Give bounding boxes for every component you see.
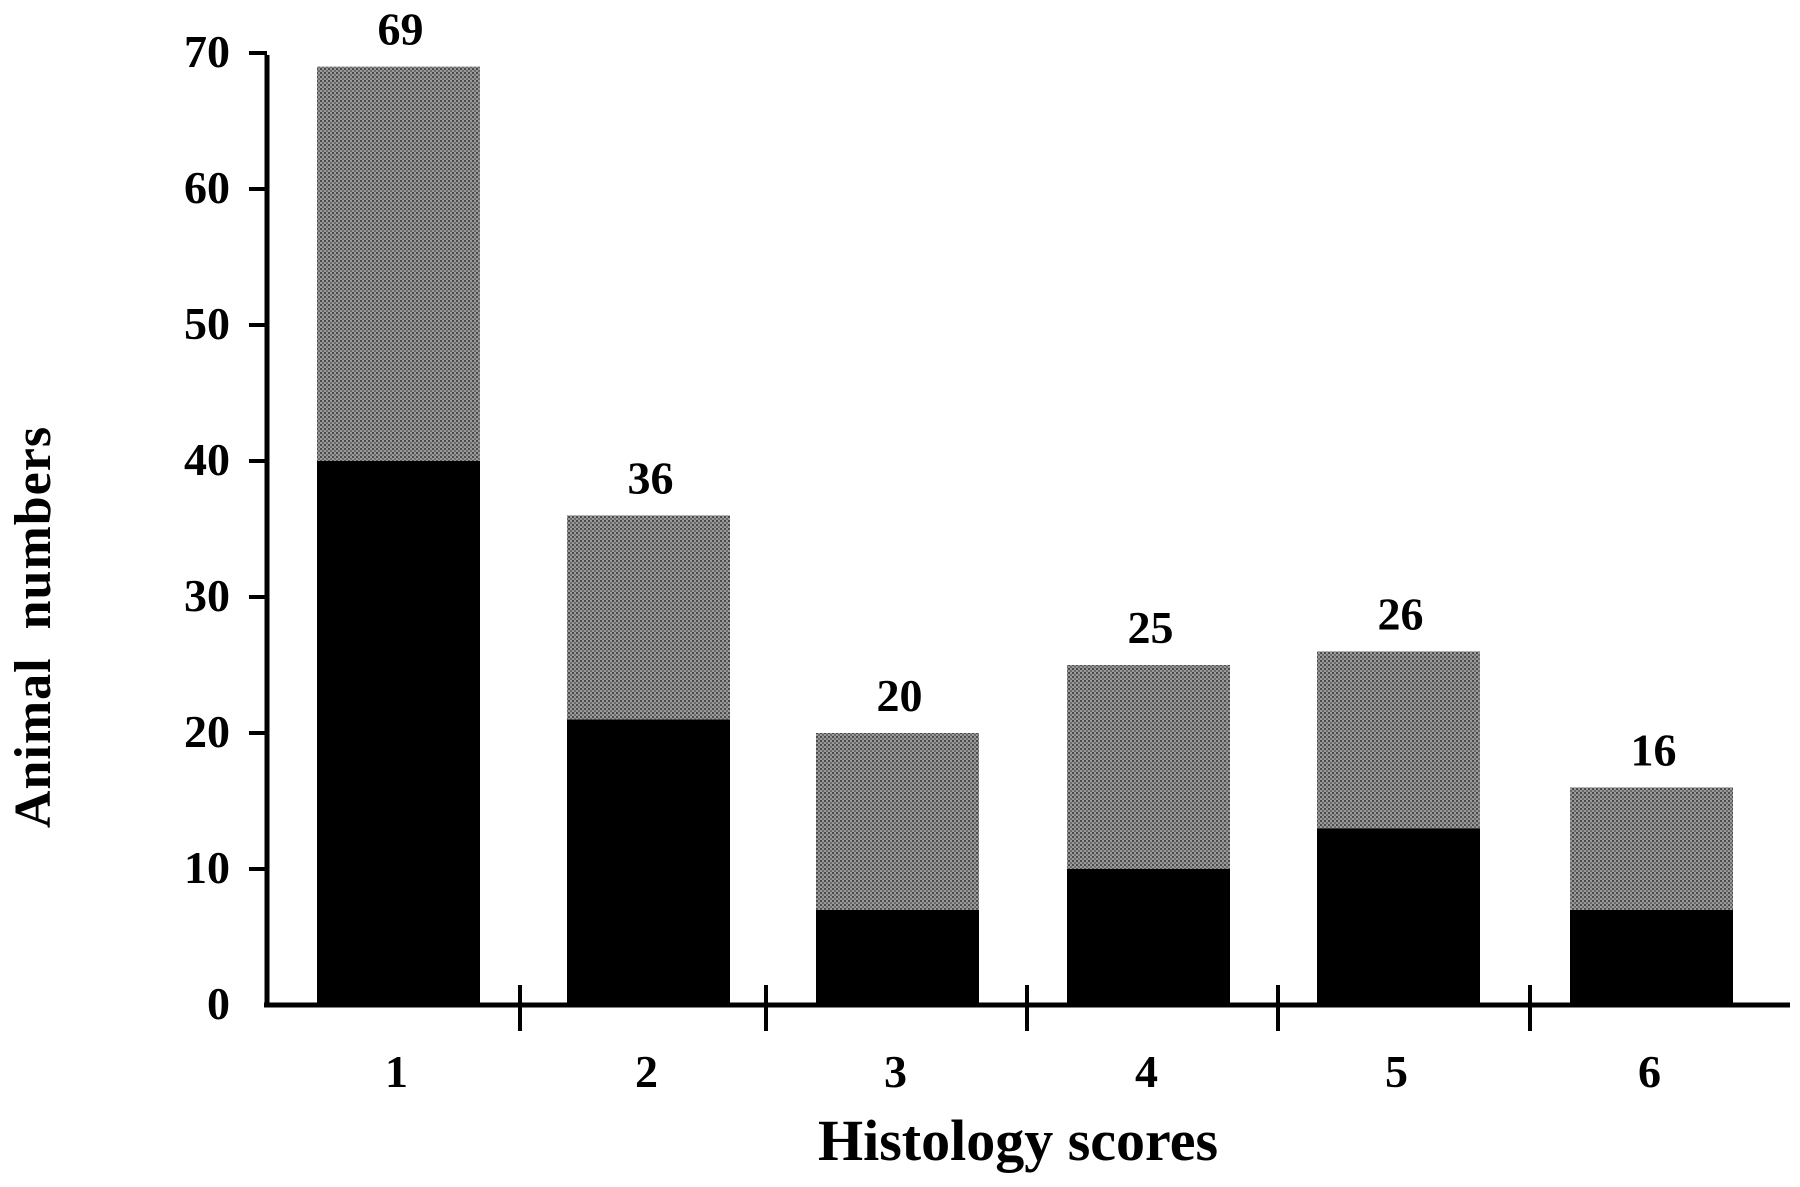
- data-label-4: 25: [1128, 602, 1174, 653]
- x-tick-label-5: 5: [1385, 1046, 1408, 1097]
- bar-2-segment-2: [567, 515, 730, 720]
- y-axis-title: Animal numbers: [5, 426, 62, 828]
- bar-5-segment-1: [1317, 828, 1480, 1005]
- y-tick-label-0: 0: [207, 978, 230, 1029]
- x-tick-label-2: 2: [635, 1046, 658, 1097]
- y-tick-label-30: 30: [184, 570, 230, 621]
- y-tick-label-60: 60: [184, 162, 230, 213]
- x-tick-label-4: 4: [1135, 1046, 1158, 1097]
- bar-1-segment-1: [317, 461, 480, 1005]
- bar-3-segment-2: [816, 733, 979, 910]
- data-label-3: 20: [877, 670, 923, 721]
- bar-6-segment-1: [1570, 909, 1733, 1005]
- y-tick-label-50: 50: [184, 298, 230, 349]
- bar-6-segment-2: [1570, 787, 1733, 910]
- x-axis-title: Histology scores: [818, 1108, 1218, 1173]
- y-tick-label-40: 40: [184, 434, 230, 485]
- data-label-1: 69: [378, 4, 424, 55]
- data-label-2: 36: [628, 452, 674, 503]
- bars-group: [317, 66, 1733, 1005]
- data-label-6: 16: [1631, 724, 1677, 775]
- bar-4-segment-2: [1067, 665, 1230, 869]
- x-tick-label-3: 3: [884, 1046, 907, 1097]
- axes-group: [249, 51, 1790, 1031]
- bar-5-segment-2: [1317, 651, 1480, 829]
- bar-2-segment-1: [567, 719, 730, 1005]
- y-tick-label-70: 70: [184, 26, 230, 77]
- bar-1-segment-2: [317, 66, 480, 461]
- y-tick-label-20: 20: [184, 706, 230, 757]
- labels-group: 0 10 20 30 40 50 60 70 1 2 3 4 5 6 69 36 20 25 26 16: [184, 4, 1677, 1097]
- x-tick-label-6: 6: [1638, 1046, 1661, 1097]
- bar-4-segment-1: [1067, 869, 1230, 1005]
- data-label-5: 26: [1378, 588, 1424, 639]
- x-tick-label-1: 1: [385, 1046, 408, 1097]
- bar-3-segment-1: [816, 909, 979, 1005]
- y-tick-label-10: 10: [184, 842, 230, 893]
